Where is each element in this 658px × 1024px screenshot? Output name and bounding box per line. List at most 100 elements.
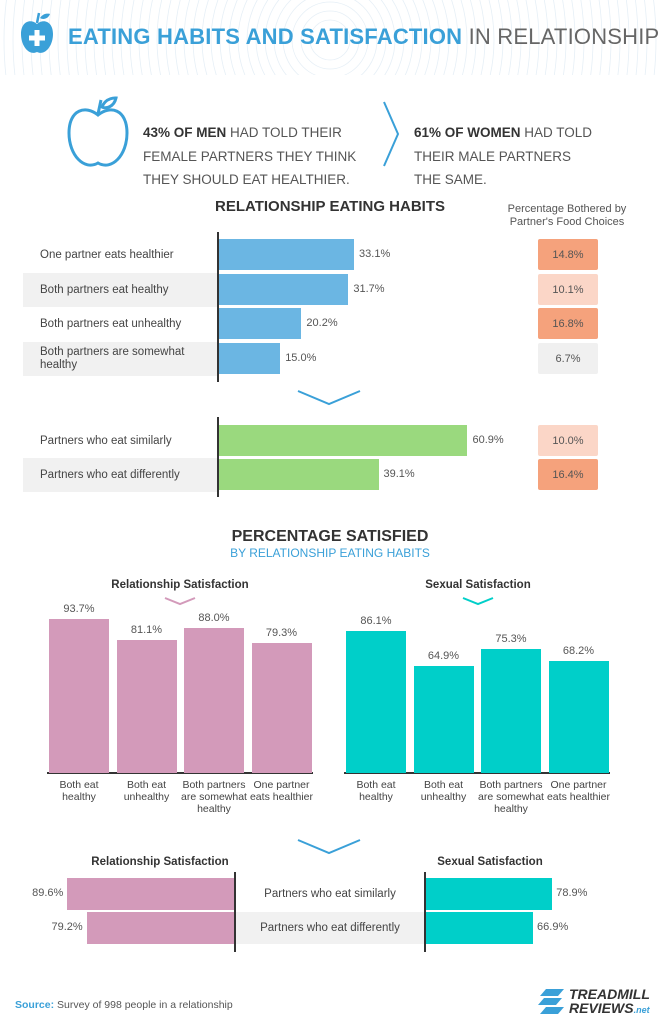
bothered-badge: 10.1% — [538, 274, 598, 305]
category-label: Both partners are somewhat healthy — [478, 779, 544, 815]
ripple-ring — [246, 0, 414, 75]
category-label: Both eat healthy — [59, 779, 99, 803]
bothered-header: Percentage Bothered by Partner's Food Ch… — [507, 203, 627, 228]
bar — [219, 343, 281, 374]
chevron-down-icon — [462, 597, 494, 606]
ripple-ring — [147, 0, 513, 75]
chart-axis — [234, 872, 236, 952]
satisfied-subtitle: BY RELATIONSHIP EATING HABITS — [230, 546, 430, 560]
right-bar — [426, 912, 534, 944]
ripple-ring — [12, 0, 648, 75]
category-label: Both partners eat healthy — [23, 273, 217, 307]
bar-value-label: 79.3% — [265, 626, 298, 639]
chevron-down-icon — [297, 390, 361, 406]
category-label: Both eat unhealthy — [123, 779, 170, 803]
bar-value-label: 39.1% — [383, 467, 415, 480]
bar — [251, 642, 312, 773]
ripple-ring — [192, 0, 468, 75]
bar-value-label: 60.9% — [472, 433, 504, 446]
ripple-ring — [111, 0, 549, 75]
chart-baseline — [47, 772, 313, 774]
ripple-ring — [183, 0, 477, 75]
chart-title: Relationship Satisfaction — [111, 579, 249, 591]
left-chart-title: Relationship Satisfaction — [91, 856, 229, 868]
category-label: Both partners are somewhat healthy — [23, 342, 217, 376]
ripple-ring — [174, 0, 486, 75]
page-title: EATING HABITS AND SATISFACTION IN RELATI… — [68, 24, 658, 49]
ripple-ring — [57, 0, 603, 75]
category-label: Partners who eat similarly — [40, 434, 172, 447]
bar-value-label: 81.1% — [130, 623, 163, 636]
right-bar — [426, 878, 553, 910]
bar-value-label: 15.0% — [285, 351, 317, 364]
right-chart-title: Sexual Satisfaction — [437, 856, 543, 868]
ripple-ring — [237, 0, 423, 75]
treadmill-reviews-logo: TREADMILL REVIEWS.net — [538, 987, 650, 1017]
bar-value-label: 86.1% — [360, 615, 392, 628]
bar — [219, 239, 355, 270]
bar — [219, 274, 349, 305]
chevron-down-icon — [164, 597, 196, 606]
ripple-ring — [165, 0, 495, 75]
chart-axis — [217, 417, 219, 497]
right-bar-value-label: 78.9% — [556, 887, 588, 899]
ripple-ring — [291, 1, 369, 75]
bar — [116, 639, 177, 773]
bar-value-label: 31.7% — [353, 282, 385, 295]
bar — [548, 660, 609, 773]
ripple-ring — [66, 0, 594, 75]
category-label: Partners who eat differently — [260, 921, 400, 934]
bar-value-label: 20.2% — [306, 316, 338, 329]
bar-value-label: 93.7% — [63, 602, 95, 615]
bar — [219, 308, 302, 339]
ripple-ring — [120, 0, 540, 75]
ripple-ring — [264, 0, 396, 75]
bar — [219, 459, 379, 490]
ripple-ring — [273, 0, 387, 75]
bar — [49, 618, 109, 773]
bar — [346, 631, 406, 773]
ripple-ring — [201, 0, 459, 75]
row-background — [236, 912, 424, 944]
category-label: One partner eats healthier — [546, 779, 611, 803]
bothered-badge: 10.0% — [538, 425, 598, 456]
ripple-ring — [156, 0, 504, 75]
bar-value-label: 64.9% — [427, 650, 460, 663]
category-label: One partner eats healthier — [249, 779, 314, 803]
bar-value-label: 68.2% — [562, 644, 595, 657]
ripple-ring — [219, 0, 441, 75]
bar — [184, 628, 244, 773]
eating-habits-title: RELATIONSHIP EATING HABITS — [214, 198, 445, 215]
ripple-ring — [309, 19, 351, 61]
category-label: Partners who eat similarly — [264, 887, 396, 900]
category-label: Both partners eat unhealthy — [40, 317, 182, 330]
ripple-ring — [93, 0, 567, 75]
left-bar — [67, 878, 234, 910]
ripple-ring — [129, 0, 531, 75]
ripple-ring — [75, 0, 585, 75]
logo-stripes-icon — [538, 989, 564, 1014]
satisfied-title: PERCENTAGE SATISFIED — [231, 528, 429, 545]
ripple-ring — [102, 0, 558, 75]
bothered-badge: 16.4% — [538, 459, 598, 490]
women-stat: 61% OF WOMEN HAD TOLD THEIR MALE PARTNER… — [414, 125, 593, 187]
chart-title: Sexual Satisfaction — [425, 579, 531, 591]
chart-axis — [424, 872, 426, 952]
chevron-down-icon — [297, 839, 361, 855]
bothered-badge: 6.7% — [538, 343, 598, 374]
chart-axis — [217, 232, 219, 382]
bar-value-label: 33.1% — [359, 247, 391, 260]
chart-baseline — [344, 772, 610, 774]
ripple-ring — [300, 10, 360, 70]
ripple-ring — [138, 0, 522, 75]
ripple-ring — [210, 0, 450, 75]
category-label: Both eat unhealthy — [420, 779, 467, 803]
bar-value-label: 88.0% — [198, 612, 230, 625]
category-label: Both partners are somewhat healthy — [181, 779, 247, 815]
chevron-right-icon — [383, 101, 400, 167]
source-note: Source: Survey of 998 people in a relati… — [15, 999, 233, 1011]
bothered-badge: 16.8% — [538, 308, 598, 339]
ripple-ring — [255, 0, 405, 75]
category-label: Partners who eat differently — [23, 458, 217, 492]
bar — [413, 666, 474, 773]
